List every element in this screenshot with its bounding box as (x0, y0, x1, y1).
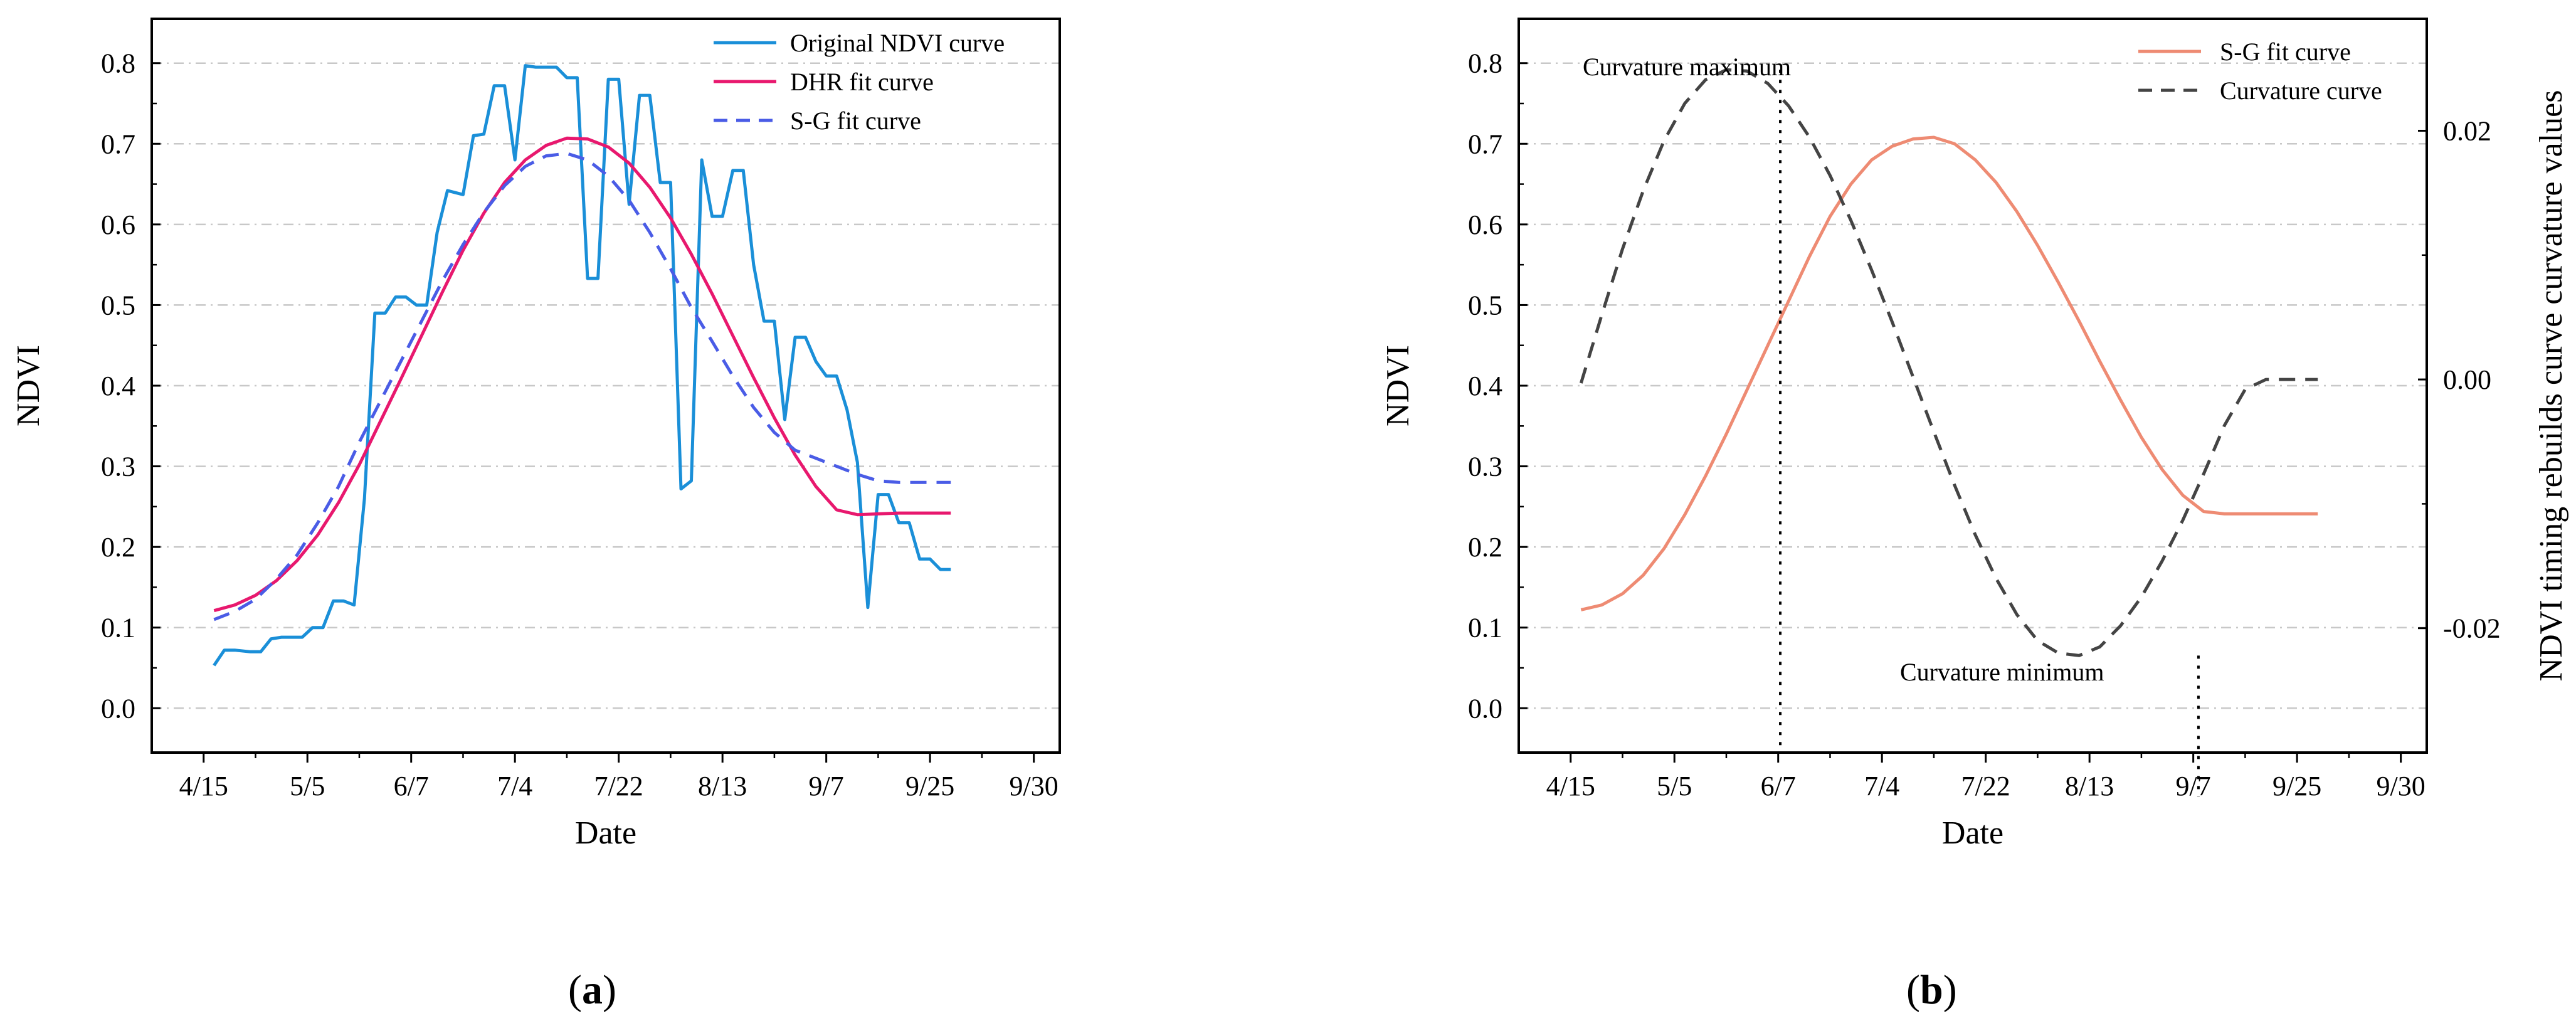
panel-a-series-original-ndvi-curve (213, 64, 951, 667)
panel-a-letter: a (582, 967, 603, 1013)
panel-a-x-tick-label: 6/7 (394, 771, 429, 801)
panel-b-y-tick-label: 0.7 (1468, 129, 1502, 159)
panel-b-x-tick-label: 4/15 (1546, 771, 1595, 801)
panel-a-x-tick-label: 4/15 (179, 771, 228, 801)
panel-b-x-axis-title: Date (1942, 815, 2003, 851)
panel-a-y-tick-label: 0.2 (101, 532, 135, 563)
legend-label-curvature: Curvature curve (2220, 77, 2382, 105)
panel-b-x-ticks: 4/15 5/5 6/7 7/4 7/22 8/13 9/7 9/25 9/30 (1546, 753, 2426, 801)
panel-b-x-tick-label: 6/7 (1761, 771, 1796, 801)
panel-b-y-tick-label: 0.1 (1468, 613, 1502, 643)
panel-b-y-ticks: 0.0 0.1 0.2 0.3 0.4 0.5 0.6 0.7 0.8 (1468, 48, 1528, 724)
panel-b-y-tick-label: 0.6 (1468, 209, 1502, 240)
panel-b-y-tick-label: 0.2 (1468, 532, 1502, 563)
panel-b-series-curvature-curve (1579, 68, 2318, 657)
panel-a-x-tick-label: 9/30 (1010, 771, 1058, 801)
panel-b-annotation-lines (1779, 70, 2200, 796)
panel-a: 0.0 0.1 0.2 0.3 0.4 0.5 0.6 0.7 0.8 4/15 5/5 6/7 7/… (11, 18, 1061, 1013)
panel-b-y-tick-label: 0.4 (1468, 371, 1502, 401)
panel-b-right-y-axis-title: NDVI timing rebuilds curve curvature val… (2533, 90, 2569, 682)
panel-a-x-tick-label: 9/7 (809, 771, 844, 801)
panel-a-y-tick-label: 0.7 (101, 129, 135, 159)
panel-a-x-tick-label: 9/25 (905, 771, 954, 801)
panel-a-grid (152, 62, 1060, 709)
panel-a-y-tick-label: 0.8 (101, 48, 135, 79)
panel-b-x-tick-label: 9/30 (2377, 771, 2426, 801)
legend-label-sg-fit: S-G fit curve (790, 107, 921, 135)
panel-b-right-y-tick-label: 0.00 (2443, 364, 2491, 395)
panel-a-y-tick-label: 0.0 (101, 693, 135, 724)
panel-a-x-tick-label: 8/13 (698, 771, 747, 801)
panel-a-legend: Original NDVI curve DHR fit curve S-G fi… (714, 29, 1005, 135)
panel-a-y-ticks: 0.0 0.1 0.2 0.3 0.4 0.5 0.6 0.7 0.8 (101, 48, 161, 724)
panel-b-x-tick-label: 7/22 (1961, 771, 2010, 801)
panel-b-y-tick-label: 0.8 (1468, 48, 1502, 79)
panel-b: 0.0 0.1 0.2 0.3 0.4 0.5 0.6 0.7 0.8 -0.02 0.00 0.0… (1380, 18, 2569, 1013)
panel-b-letter: b (1920, 967, 1943, 1013)
panel-b-right-y-tick-label: 0.02 (2443, 115, 2491, 146)
panel-a-label: (a) (568, 967, 616, 1013)
panel-b-x-tick-label: 8/13 (2065, 771, 2114, 801)
panel-a-x-tick-label: 5/5 (290, 771, 325, 801)
panel-b-right-y-ticks: -0.02 0.00 0.02 (2418, 115, 2501, 644)
panel-b-y-tick-label: 0.5 (1468, 290, 1502, 320)
panel-a-y-axis-title: NDVI (11, 345, 46, 426)
panel-b-x-tick-label: 7/4 (1864, 771, 1899, 801)
panel-b-right-y-tick-label: -0.02 (2443, 613, 2501, 644)
panel-a-series (213, 64, 951, 667)
panel-b-y-axis-title: NDVI (1380, 345, 1416, 426)
panel-b-series (1579, 68, 2318, 657)
panel-a-y-tick-label: 0.1 (101, 613, 135, 643)
panel-b-x-tick-label: 9/7 (2176, 771, 2211, 801)
panel-a-x-tick-label: 7/22 (594, 771, 643, 801)
panel-b-x-tick-label: 5/5 (1657, 771, 1692, 801)
panel-a-x-tick-label: 7/4 (497, 771, 532, 801)
panel-a-y-tick-label: 0.5 (101, 290, 135, 320)
panel-a-x-axis-title: Date (575, 815, 636, 851)
annotation-curvature-maximum: Curvature maximum (1583, 53, 1791, 81)
panel-a-y-tick-label: 0.3 (101, 452, 135, 482)
panel-a-y-tick-label: 0.4 (101, 371, 135, 401)
annotation-curvature-minimum: Curvature minimum (1900, 658, 2104, 686)
panel-a-x-ticks: 4/15 5/5 6/7 7/4 7/22 8/13 9/7 9/25 9/30 (179, 753, 1058, 801)
panel-b-y-tick-label: 0.3 (1468, 452, 1502, 482)
legend-label-original-ndvi: Original NDVI curve (790, 29, 1005, 57)
legend-label-sg-fit-b: S-G fit curve (2220, 38, 2351, 66)
panel-a-series-dhr-fit-curve (213, 136, 951, 613)
panel-b-series-s-g-fit-curve (1580, 135, 2318, 611)
panel-a-series-s-g-fit-curve (213, 152, 951, 621)
panel-b-x-tick-label: 9/25 (2272, 771, 2321, 801)
panel-b-label: (b) (1906, 967, 1957, 1013)
panel-b-legend: S-G fit curve Curvature curve (2138, 38, 2382, 105)
panel-b-grid (1519, 62, 2427, 709)
panel-a-y-tick-label: 0.6 (101, 209, 135, 240)
legend-label-dhr-fit: DHR fit curve (790, 68, 934, 96)
panel-b-y-tick-label: 0.0 (1468, 693, 1502, 724)
